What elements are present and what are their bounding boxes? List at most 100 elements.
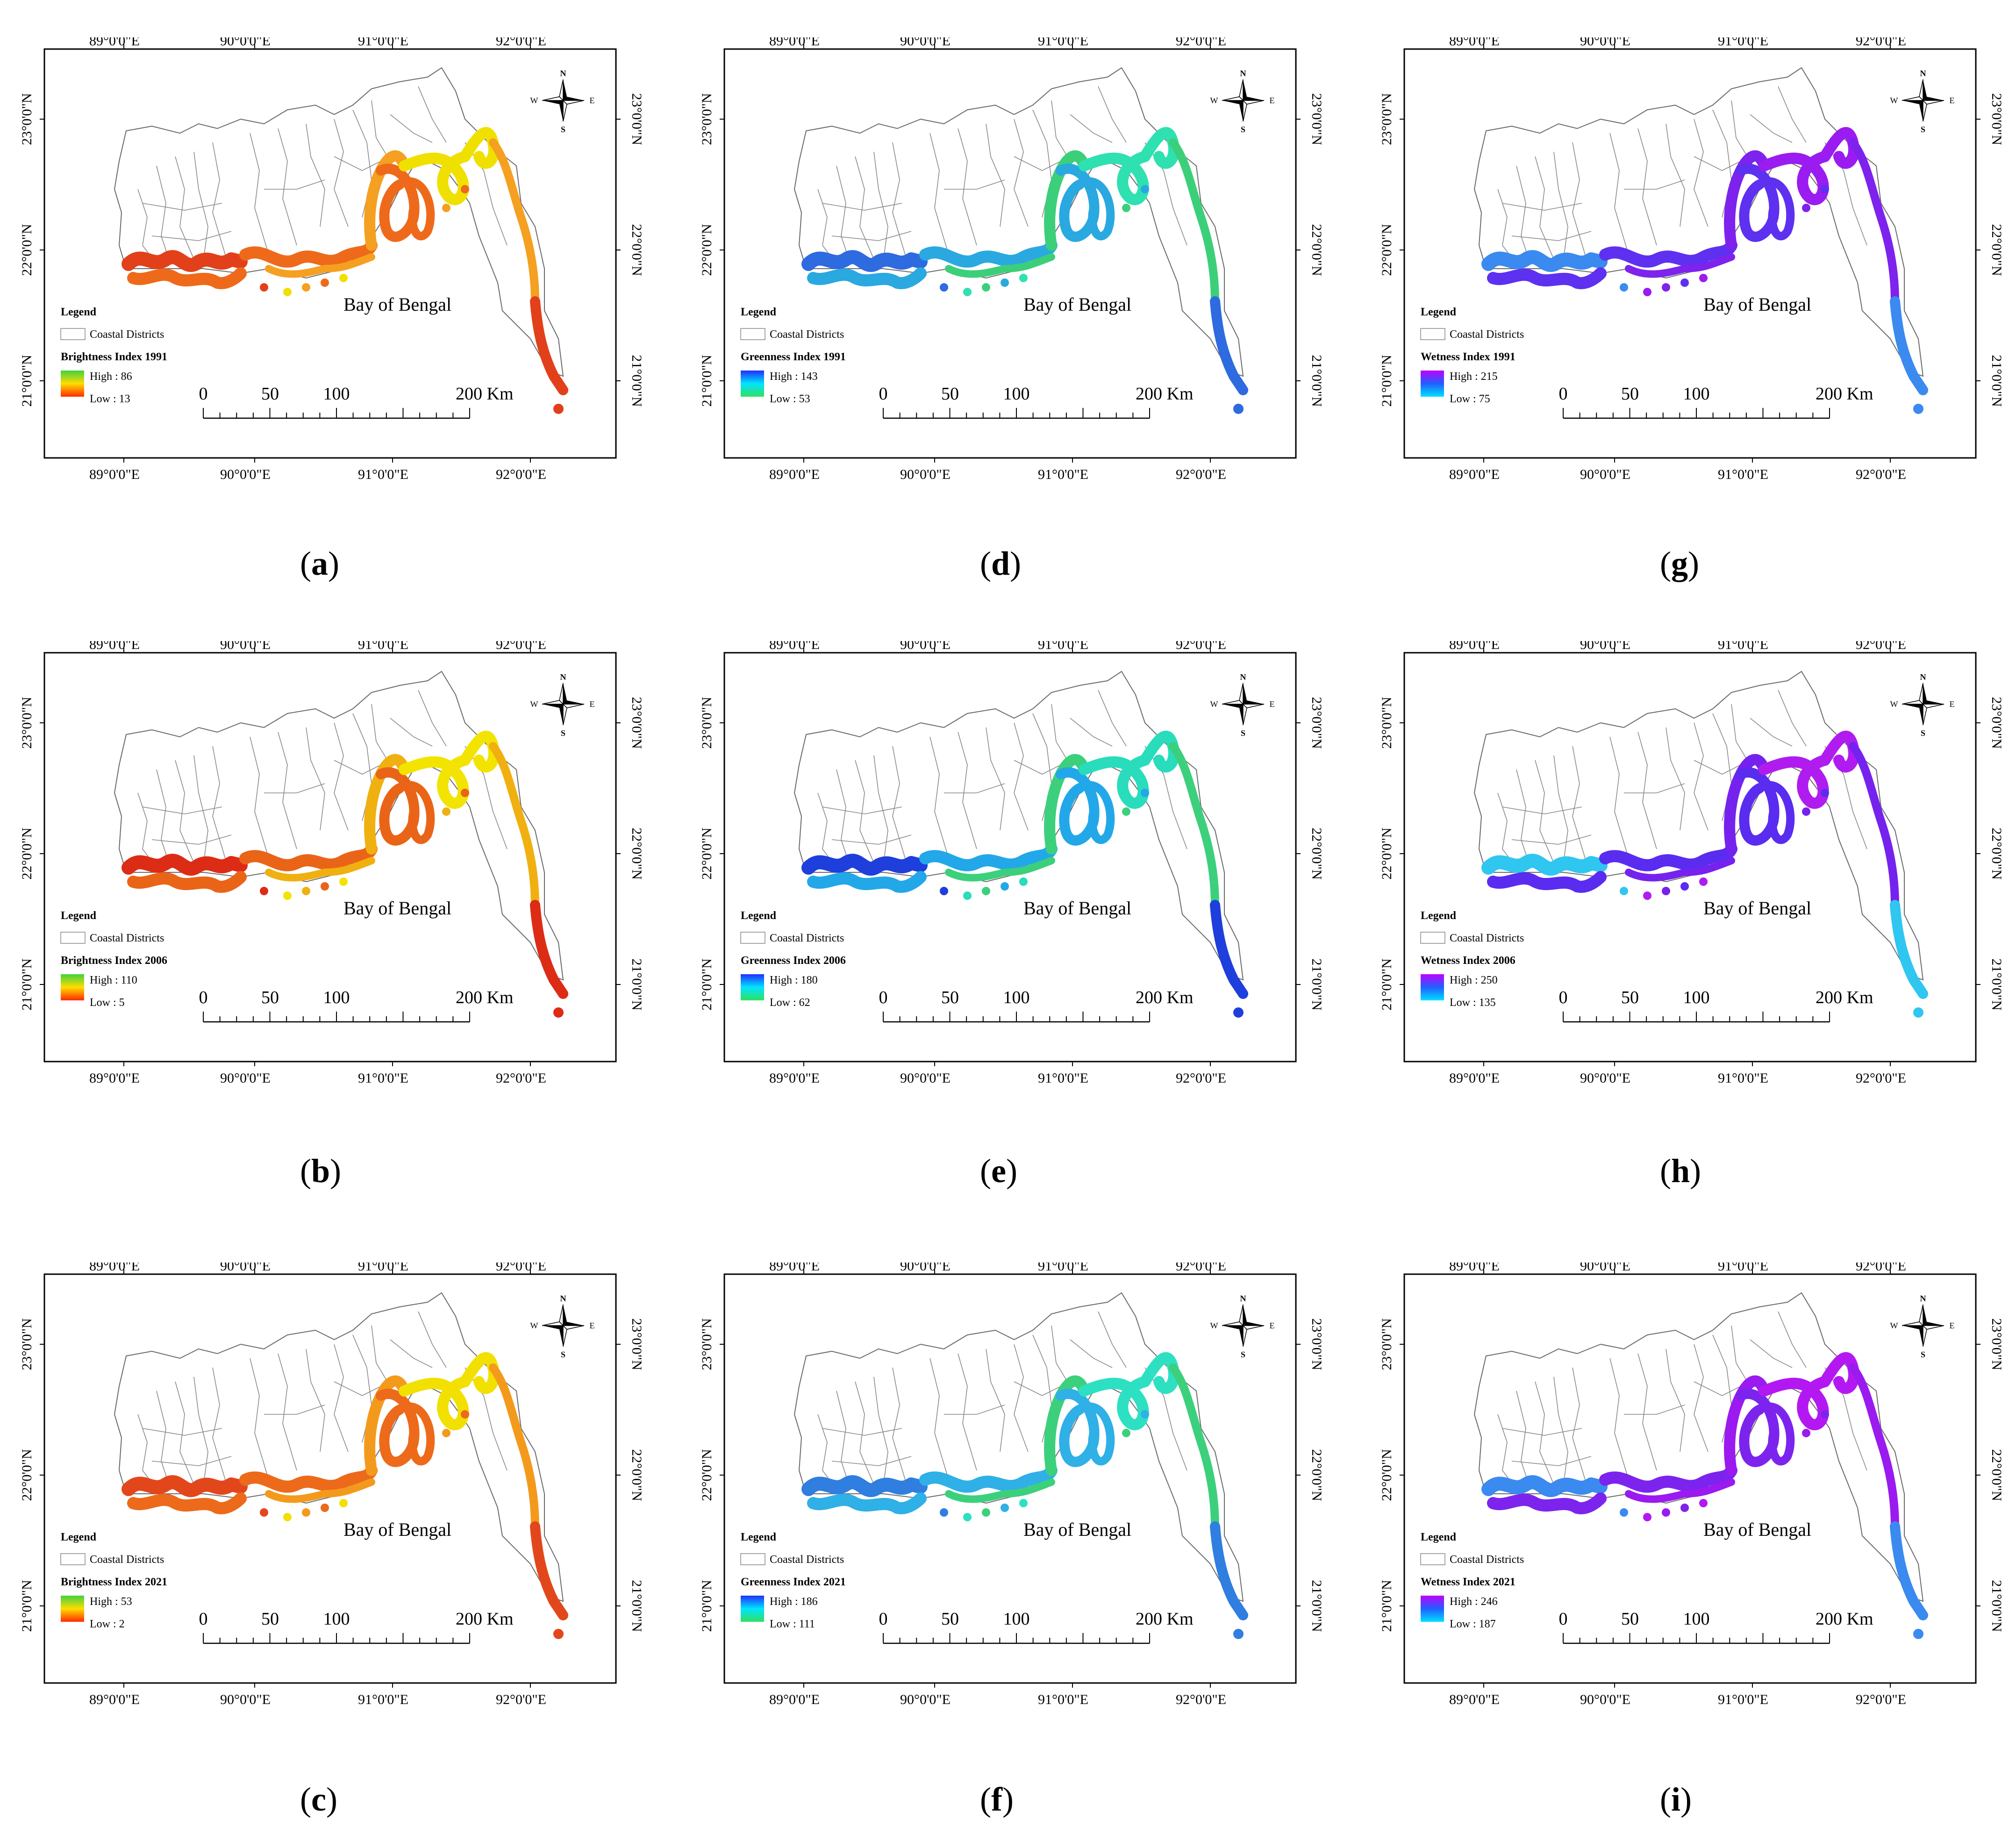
river-line xyxy=(264,783,325,793)
index-transect-belt xyxy=(1169,742,1219,909)
legend: Legend Coastal Districts Greenness Index 2… xyxy=(740,1531,846,1630)
legend-districts-label: Coastal Districts xyxy=(90,932,164,944)
scale-label: 200 Km xyxy=(456,1609,514,1629)
river-line xyxy=(1637,128,1657,246)
lon-label-bottom: 92°0'0"E xyxy=(1176,467,1226,482)
river-line xyxy=(855,760,874,863)
lat-label-right: 23°0'0"N xyxy=(629,93,644,145)
legend-districts-label: Coastal Districts xyxy=(770,328,844,341)
lon-label-bottom: 91°0'0"E xyxy=(1718,1692,1768,1707)
lat-label-right: 21°0'0"N xyxy=(1309,355,1324,407)
river-line xyxy=(1624,179,1685,190)
west-label: W xyxy=(1890,96,1898,105)
scale-label: 200 Km xyxy=(1136,384,1194,404)
scale-label: 200 Km xyxy=(456,384,514,404)
lat-label-left: 22°0'0"N xyxy=(699,827,715,879)
index-transect-belt xyxy=(399,755,471,809)
lat-label-left: 22°0'0"N xyxy=(19,1449,35,1501)
lon-label-bottom: 89°0'0"E xyxy=(89,1692,140,1707)
index-color-ramp xyxy=(741,1596,764,1622)
south-label: S xyxy=(1241,125,1245,134)
south-label: S xyxy=(1921,1350,1925,1359)
lat-label-left: 23°0'0"N xyxy=(19,93,35,145)
sample-point xyxy=(461,185,469,193)
index-transect-belt xyxy=(807,1492,927,1514)
scale-label: 200 Km xyxy=(456,988,514,1007)
lat-label-left: 23°0'0"N xyxy=(699,93,715,145)
lat-label-right: 22°0'0"N xyxy=(1989,827,2004,879)
river-line xyxy=(1694,119,1709,227)
lon-label-bottom: 91°0'0"E xyxy=(1038,1070,1088,1086)
river-line xyxy=(278,732,297,849)
index-transect-belt xyxy=(919,1464,1058,1493)
scale-label: 200 Km xyxy=(1136,988,1194,1007)
lat-label-right: 22°0'0"N xyxy=(629,224,644,276)
scale-bar: 0 50 100 200 Km xyxy=(879,988,1194,1023)
coastal-districts-swatch xyxy=(60,1553,86,1565)
river-line xyxy=(264,1405,325,1415)
river-line xyxy=(250,133,269,255)
river-line xyxy=(1516,1391,1531,1490)
river-line xyxy=(306,1348,325,1452)
river-line xyxy=(1502,203,1582,211)
index-transect-belt xyxy=(1210,1521,1248,1620)
index-transect-belt xyxy=(489,742,539,909)
lat-label-right: 22°0'0"N xyxy=(1309,1449,1324,1501)
lon-label-top: 92°0'0"E xyxy=(1176,641,1226,652)
legend-title: Legend xyxy=(741,910,777,922)
river-line xyxy=(1666,1348,1685,1452)
scale-label: 200 Km xyxy=(1816,988,1873,1007)
river-line xyxy=(1572,142,1587,260)
bay-of-bengal-label: Bay of Bengal xyxy=(1703,294,1811,315)
sample-point xyxy=(1141,789,1149,797)
panel-letter: b xyxy=(311,1152,330,1190)
panel-caption: (i) xyxy=(1660,1781,1692,1818)
river-line xyxy=(175,156,194,260)
lon-label-bottom: 90°0'0"E xyxy=(1580,1692,1630,1707)
river-line xyxy=(958,128,977,246)
panel-caption: (a) xyxy=(300,545,339,582)
index-color-ramp xyxy=(741,974,764,1000)
legend-districts-label: Coastal Districts xyxy=(770,1554,844,1566)
sample-point xyxy=(1699,877,1708,886)
east-label: E xyxy=(590,1321,595,1330)
map-svg: 89°0'0"E 89°0'0"E 90°0'0"E 90°0'0"E 91°0'0"E… xyxy=(1379,37,2004,482)
lat-label-left: 21°0'0"N xyxy=(699,355,715,407)
legend-districts-label: Coastal Districts xyxy=(1450,328,1524,341)
lon-label-bottom: 91°0'0"E xyxy=(358,467,408,482)
scale-label: 50 xyxy=(941,988,959,1007)
lat-label-right: 22°0'0"N xyxy=(629,827,644,879)
north-label: N xyxy=(1920,69,1926,78)
river-line xyxy=(1572,1367,1587,1485)
panel-letter: g xyxy=(1671,545,1688,582)
north-arrow-icon: N S E W xyxy=(530,1294,595,1359)
sample-point xyxy=(1802,1429,1810,1437)
scale-label: 100 xyxy=(1683,384,1710,404)
lon-label-bottom: 90°0'0"E xyxy=(220,1070,271,1086)
scale-label: 0 xyxy=(1559,1609,1568,1629)
river-line xyxy=(892,142,907,260)
legend-high-value: High : 186 xyxy=(770,1596,818,1608)
legend-high-value: High : 246 xyxy=(1450,1596,1498,1608)
sample-point xyxy=(1141,1410,1149,1419)
legend-districts-label: Coastal Districts xyxy=(90,1554,164,1566)
index-transect-belt xyxy=(1487,871,1607,893)
legend-low-value: Low : 187 xyxy=(1450,1618,1496,1630)
scale-label: 50 xyxy=(1621,1609,1639,1629)
index-transect-belt xyxy=(239,1464,378,1493)
legend-title: Legend xyxy=(61,1531,97,1543)
river-line xyxy=(1694,1381,1741,1396)
east-label: E xyxy=(1950,699,1955,709)
index-transect-belt xyxy=(1736,1389,1780,1467)
legend: Legend Coastal Districts Brightness Index … xyxy=(60,306,167,405)
legend: Legend Coastal Districts Greenness Index 2… xyxy=(740,910,846,1009)
scale-label: 100 xyxy=(1003,988,1030,1007)
lon-label-bottom: 89°0'0"E xyxy=(89,467,140,482)
legend-index-title: Greenness Index 2006 xyxy=(741,955,846,967)
west-label: W xyxy=(530,699,538,709)
lon-label-bottom: 92°0'0"E xyxy=(1856,467,1906,482)
bay-of-bengal-label: Bay of Bengal xyxy=(343,1519,451,1540)
index-transect-belt xyxy=(1755,1402,1795,1466)
river-line xyxy=(1731,100,1751,162)
lon-label-bottom: 89°0'0"E xyxy=(1449,1070,1500,1086)
